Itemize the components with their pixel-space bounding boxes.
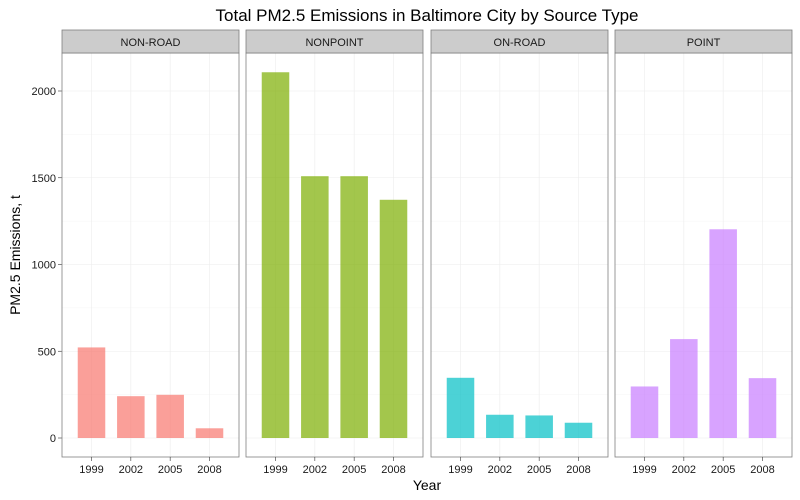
y-tick-label: 0 <box>50 433 56 445</box>
y-tick-label: 2000 <box>32 86 56 98</box>
y-tick-label: 1000 <box>32 260 56 272</box>
bar-on-road-2005 <box>525 415 553 438</box>
x-tick-label: 2008 <box>197 464 221 476</box>
x-tick-label: 2002 <box>303 464 327 476</box>
facet-panel-point: POINT 1999 2002 2005 2008 <box>615 30 792 476</box>
bar-nonpoint-2008 <box>380 200 408 438</box>
x-tick-label: 2008 <box>381 464 405 476</box>
facet-panel-nonpoint: NONPOINT 1999 2002 2005 2008 <box>246 30 423 476</box>
facet-strip-label: NONPOINT <box>305 37 363 49</box>
bar-non-road-1999 <box>78 347 106 438</box>
x-tick-label: 2008 <box>750 464 774 476</box>
bar-on-road-2008 <box>565 423 593 438</box>
bar-non-road-2008 <box>196 428 224 438</box>
x-tick-label: 1999 <box>632 464 656 476</box>
x-tick-label: 1999 <box>79 464 103 476</box>
x-tick-label: 2005 <box>711 464 735 476</box>
x-axis-title: Year <box>413 477 442 493</box>
bar-non-road-2005 <box>156 395 184 438</box>
x-tick-label: 1999 <box>448 464 472 476</box>
bar-point-1999 <box>631 386 659 438</box>
x-tick-label: 2005 <box>527 464 551 476</box>
bar-on-road-1999 <box>447 378 475 438</box>
y-axis-title: PM2.5 Emissions, t <box>7 195 23 315</box>
bar-nonpoint-2005 <box>340 176 368 438</box>
bar-on-road-2002 <box>486 415 514 438</box>
chart-title: Total PM2.5 Emissions in Baltimore City … <box>216 6 639 25</box>
bar-point-2002 <box>670 339 698 438</box>
y-tick-label: 500 <box>38 346 56 358</box>
x-tick-label: 2005 <box>342 464 366 476</box>
x-tick-label: 2002 <box>672 464 696 476</box>
y-tick-label: 1500 <box>32 173 56 185</box>
facet-panel-non-road: NON-ROAD 1999 2002 2005 2008 <box>62 30 239 476</box>
bar-non-road-2002 <box>117 396 145 438</box>
facet-panel-on-road: ON-ROAD 1999 2002 2005 2008 <box>431 30 608 476</box>
bar-nonpoint-1999 <box>262 72 290 438</box>
bar-point-2008 <box>749 378 777 438</box>
x-tick-label: 2008 <box>566 464 590 476</box>
x-tick-label: 2005 <box>158 464 182 476</box>
x-tick-label: 2002 <box>488 464 512 476</box>
y-tick-labels: 0 500 1000 1500 2000 <box>32 86 62 445</box>
facet-strip-label: POINT <box>687 37 721 49</box>
facet-strip-label: ON-ROAD <box>494 37 546 49</box>
bar-nonpoint-2002 <box>301 176 329 438</box>
x-tick-label: 2002 <box>119 464 143 476</box>
bar-point-2005 <box>709 229 737 438</box>
facet-panels: NON-ROAD 1999 2002 2005 2008 NONPOINT 1999 2002… <box>62 30 792 476</box>
x-tick-label: 1999 <box>263 464 287 476</box>
facet-strip-label: NON-ROAD <box>121 37 181 49</box>
